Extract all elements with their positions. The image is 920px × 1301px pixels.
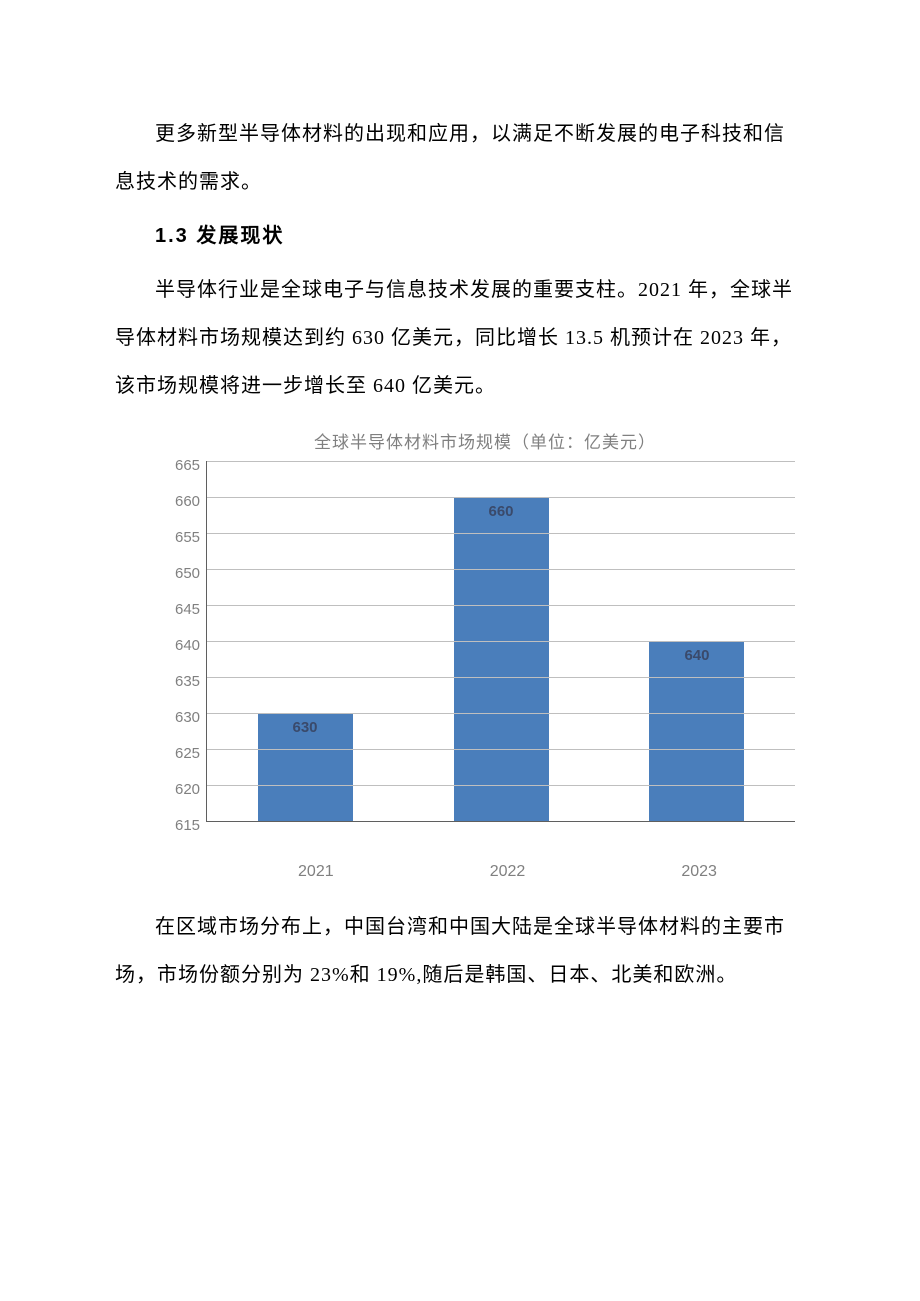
chart-y-tick-label: 630: [175, 713, 200, 749]
chart-y-tick-label: 640: [175, 641, 200, 677]
paragraph-regional-distribution: 在区域市场分布上，中国台湾和中国大陆是全球半导体材料的主要市场，市场份额分别为 …: [115, 903, 805, 999]
chart-gridline: [207, 605, 795, 606]
chart-gridline: [207, 497, 795, 498]
chart-gridline: [207, 713, 795, 714]
chart-y-tick-label: 625: [175, 749, 200, 785]
section-heading-1-3: 1.3 发展现状: [115, 212, 805, 260]
chart-gridline: [207, 749, 795, 750]
chart-bar-value-label: 630: [293, 719, 318, 736]
chart-y-tick-label: 665: [175, 461, 200, 497]
paragraph-market-size: 半导体行业是全球电子与信息技术发展的重要支柱。2021 年，全球半导体材料市场规…: [115, 266, 805, 410]
chart-bar-value-label: 660: [488, 503, 513, 520]
chart-title: 全球半导体材料市场规模（单位：亿美元）: [175, 428, 795, 453]
chart-y-tick-label: 645: [175, 605, 200, 641]
chart-plot-area: 630 660 640: [206, 461, 795, 822]
chart-y-tick-label: 615: [175, 821, 200, 857]
chart-y-tick-label: 620: [175, 785, 200, 821]
chart-area: 665660655650645640635630625620615 630660…: [175, 461, 795, 857]
chart-y-tick-label: 655: [175, 533, 200, 569]
chart-gridline: [207, 533, 795, 534]
chart-y-tick-label: 660: [175, 497, 200, 533]
chart-y-tick-label: 650: [175, 569, 200, 605]
chart-bar-value-label: 640: [684, 647, 709, 664]
chart-bar: 630: [258, 713, 353, 821]
document-page: 更多新型半导体材料的出现和应用，以满足不断发展的电子科技和信息技术的需求。 1.…: [0, 0, 920, 1301]
chart-bar: 660: [454, 497, 549, 821]
chart-gridline: [207, 785, 795, 786]
paragraph-intro-continuation: 更多新型半导体材料的出现和应用，以满足不断发展的电子科技和信息技术的需求。: [115, 110, 805, 206]
chart-x-axis: 2021 2022 2023: [220, 863, 795, 881]
chart-gridline: [207, 461, 795, 462]
chart-x-tick-label: 2021: [268, 863, 363, 881]
chart-y-tick-label: 635: [175, 677, 200, 713]
chart-gridline: [207, 641, 795, 642]
chart-x-tick-label: 2022: [460, 863, 555, 881]
chart-bar: 640: [649, 641, 744, 821]
chart-gridline: [207, 677, 795, 678]
bar-chart-global-semiconductor-market: 全球半导体材料市场规模（单位：亿美元） 66566065565064564063…: [175, 428, 795, 881]
chart-gridline: [207, 569, 795, 570]
chart-x-tick-label: 2023: [652, 863, 747, 881]
chart-y-axis: 665660655650645640635630625620615: [175, 461, 206, 857]
